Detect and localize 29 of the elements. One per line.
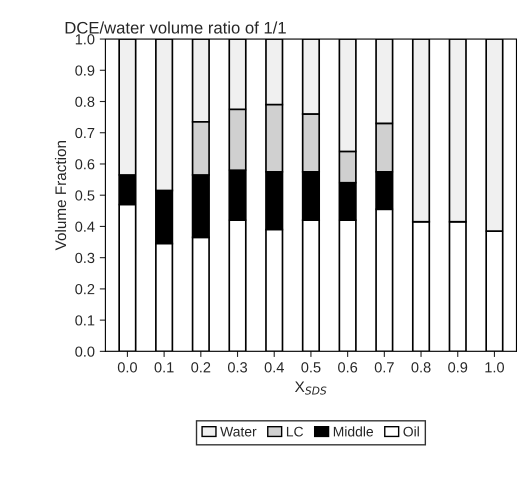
- legend-label: Water: [220, 426, 256, 437]
- x-tick-label: 0.5: [301, 362, 320, 372]
- x-tick-label: 0.0: [118, 362, 137, 372]
- x-axis-title: X$_{SDS}$: [294, 381, 326, 395]
- x-tick-label: 0.6: [338, 362, 358, 372]
- x-tick-label: 0.1: [154, 362, 174, 372]
- y-tick-label: 0.8: [75, 96, 94, 107]
- y-axis-title: Volume Fraction: [54, 140, 66, 250]
- y-tick-label: 0.3: [75, 252, 94, 264]
- x-tick-label: 1.0: [485, 362, 504, 372]
- x-tick-label: 0.7: [374, 362, 394, 372]
- y-tick-label: 0.0: [75, 346, 94, 357]
- legend-label: Oil: [403, 426, 419, 437]
- y-tick-label: 0.9: [75, 65, 94, 76]
- y-tick-label: 0.4: [75, 222, 95, 232]
- y-tick-label: 1.0: [76, 34, 94, 44]
- y-tick-label: 0.7: [75, 128, 94, 138]
- y-tick-label: 0.5: [75, 190, 94, 201]
- legend-label: Middle: [334, 426, 374, 437]
- y-tick-label: 0.6: [75, 159, 94, 170]
- x-tick-label: 0.9: [448, 362, 468, 372]
- chart-title: DCE/water volume ratio of 1/1: [66, 21, 286, 34]
- x-tick-label: 0.4: [264, 362, 284, 372]
- y-tick-label: 0.1: [75, 315, 94, 326]
- x-tick-label: 0.3: [228, 362, 248, 372]
- legend-label: LC: [286, 426, 304, 437]
- x-tick-label: 0.8: [411, 362, 431, 372]
- y-tick-label: 0.2: [75, 284, 94, 294]
- x-tick-label: 0.2: [191, 362, 210, 372]
